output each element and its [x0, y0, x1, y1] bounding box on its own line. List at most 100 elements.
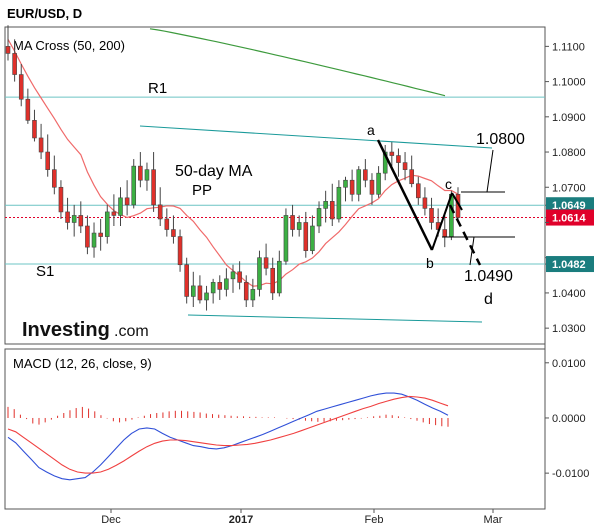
price-badge-label: 1.0649: [552, 200, 586, 212]
macd-line: [7, 392, 449, 481]
price-badge: [546, 256, 594, 273]
candle: [91, 222, 97, 258]
candle: [12, 39, 17, 82]
candle: [45, 134, 50, 177]
price-badge-label: 1.0482: [552, 259, 586, 271]
ma-annotation: 50-day MA: [175, 163, 253, 180]
candle: [296, 215, 302, 237]
candle: [85, 215, 90, 255]
candle: [177, 229, 183, 272]
channel-lower-line: [187, 314, 483, 323]
x-tick-label: Dec: [101, 514, 121, 526]
candle: [151, 152, 156, 212]
candle: [323, 190, 328, 223]
candle: [184, 257, 189, 304]
wave-label-a: a: [367, 122, 375, 138]
candle: [389, 141, 395, 167]
candle: [416, 176, 421, 205]
candle: [71, 204, 77, 237]
candle: [243, 275, 249, 308]
candle: [78, 201, 84, 234]
macd-y-tick-label: -0.0100: [552, 468, 589, 480]
candle: [138, 152, 143, 188]
candle: [336, 180, 342, 223]
level-label-pp: PP: [192, 182, 212, 199]
wave-label-d: d: [484, 291, 493, 308]
y-tick-label: 1.0800: [552, 147, 586, 159]
candle: [124, 180, 130, 216]
candle: [164, 208, 170, 237]
target-upper: 1.0800: [476, 131, 525, 148]
candle: [422, 187, 428, 216]
candle: [131, 159, 137, 209]
wave-c-tip: [451, 192, 463, 211]
candle: [230, 264, 236, 293]
x-tick-label: Mar: [484, 514, 503, 526]
candle: [376, 166, 381, 198]
wave-ab-line: [376, 139, 434, 251]
candle: [316, 201, 322, 234]
candle: [104, 204, 110, 244]
lower-target-leader: [469, 236, 475, 266]
candle: [25, 88, 31, 124]
candle: [52, 155, 57, 195]
macd-y-tick-label: 0.0000: [552, 413, 586, 425]
candle: [310, 215, 315, 255]
y-tick-label: 1.0300: [552, 323, 586, 335]
candle: [290, 204, 295, 237]
candle: [98, 218, 103, 251]
candle: [65, 197, 70, 230]
indicator-label: MA Cross (50, 200): [13, 38, 125, 53]
candle: [257, 250, 262, 297]
x-tick-label: 2017: [229, 514, 253, 526]
wave-label-c: c: [445, 176, 452, 192]
candle: [250, 278, 256, 308]
channel-upper-line: [139, 125, 493, 149]
candle: [18, 63, 24, 107]
price-badge-label: 1.0614: [552, 213, 587, 225]
candle: [349, 169, 355, 202]
candle: [402, 152, 408, 181]
candle: [356, 166, 362, 202]
candle: [409, 155, 414, 188]
y-tick-label: 1.0900: [552, 112, 586, 124]
candle: [363, 159, 368, 188]
investing-logo: Investing: [22, 319, 110, 341]
candle: [38, 123, 44, 160]
price-badge: [546, 197, 594, 214]
upper-target-leader: [486, 149, 494, 193]
candle: [237, 261, 242, 290]
candle: [171, 215, 176, 244]
price-badge: [546, 209, 594, 226]
candle: [429, 197, 434, 230]
y-tick-label: 1.1000: [552, 77, 586, 89]
target-lower: 1.0490: [464, 268, 513, 285]
candle: [277, 250, 282, 297]
ma-200-line: [149, 28, 446, 97]
macd-y-tick-label: 0.0100: [552, 358, 586, 370]
candle: [217, 275, 223, 300]
candle: [329, 183, 335, 227]
chart-title: EUR/USD, D: [7, 6, 82, 21]
candle: [343, 176, 348, 202]
signal-line: [7, 395, 449, 474]
y-tick-label: 1.0700: [552, 182, 586, 194]
candle: [111, 194, 117, 227]
investing-logo-suffix: .com: [114, 323, 149, 340]
candle: [210, 278, 216, 304]
candle: [224, 268, 229, 297]
candle: [58, 180, 64, 219]
candle: [283, 208, 289, 265]
wave-cd-line: [448, 204, 482, 266]
candle: [118, 187, 123, 227]
wave-label-b: b: [426, 255, 434, 271]
candle: [396, 148, 401, 177]
y-tick-label: 1.0400: [552, 288, 586, 300]
candle: [369, 173, 375, 205]
wave-lines: [376, 139, 515, 266]
candle: [144, 162, 150, 191]
candle: [303, 211, 309, 258]
y-tick-label: 1.1100: [552, 41, 585, 53]
candle: [204, 285, 209, 311]
